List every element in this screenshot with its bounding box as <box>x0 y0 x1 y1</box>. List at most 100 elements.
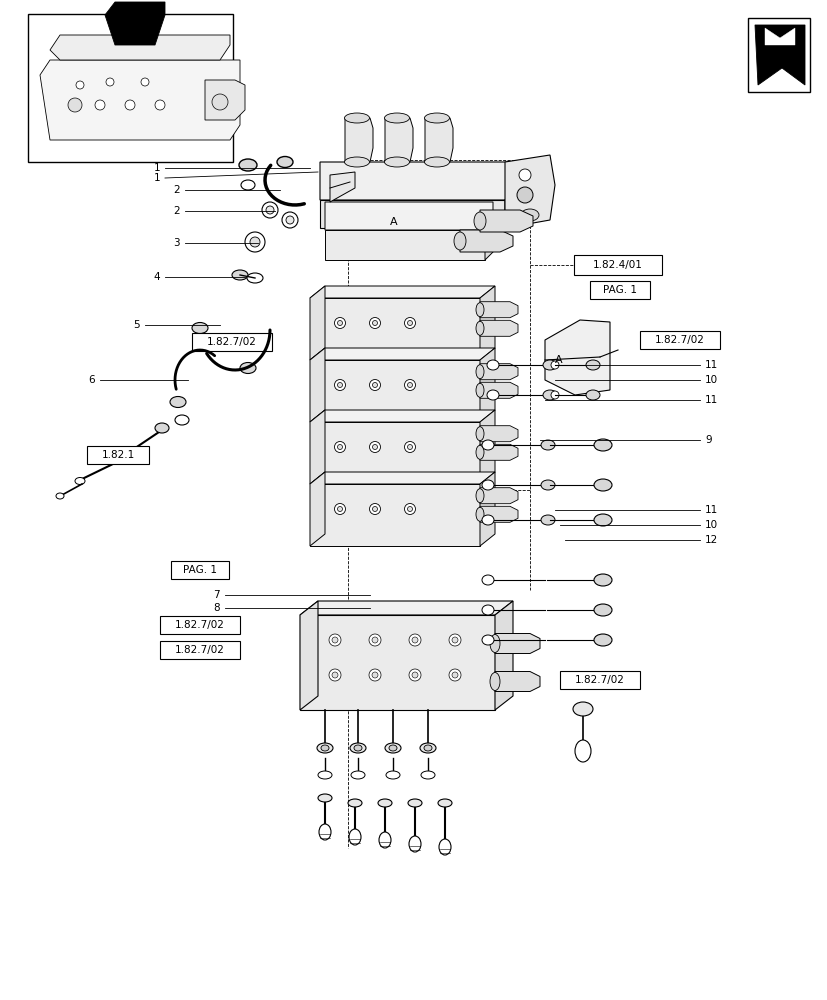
Ellipse shape <box>404 379 415 390</box>
Ellipse shape <box>476 321 484 335</box>
Text: 11: 11 <box>704 505 717 515</box>
Polygon shape <box>40 60 240 140</box>
Polygon shape <box>309 298 480 360</box>
Ellipse shape <box>350 743 366 753</box>
Polygon shape <box>309 484 480 546</box>
Ellipse shape <box>75 478 85 485</box>
Ellipse shape <box>412 672 418 678</box>
Text: 1: 1 <box>153 163 160 173</box>
Ellipse shape <box>404 504 415 514</box>
Ellipse shape <box>490 634 500 652</box>
Ellipse shape <box>424 113 449 123</box>
Ellipse shape <box>481 440 494 450</box>
Text: A: A <box>390 217 397 227</box>
Ellipse shape <box>404 442 415 452</box>
Text: 1.82.7/02: 1.82.7/02 <box>654 335 704 345</box>
Ellipse shape <box>265 206 274 214</box>
Polygon shape <box>480 210 533 232</box>
Polygon shape <box>345 118 372 162</box>
Ellipse shape <box>423 745 432 751</box>
Text: 9: 9 <box>704 435 710 445</box>
Bar <box>747 18 809 92</box>
Ellipse shape <box>385 743 400 753</box>
Ellipse shape <box>486 390 499 400</box>
Polygon shape <box>299 601 513 615</box>
Ellipse shape <box>407 320 412 326</box>
Bar <box>639 331 719 349</box>
Ellipse shape <box>321 745 328 751</box>
Ellipse shape <box>420 771 434 779</box>
Ellipse shape <box>347 799 361 807</box>
Ellipse shape <box>593 439 611 451</box>
Ellipse shape <box>476 427 484 441</box>
Ellipse shape <box>371 672 378 678</box>
Ellipse shape <box>56 493 64 499</box>
Ellipse shape <box>389 745 396 751</box>
Polygon shape <box>480 320 518 336</box>
Bar <box>87 446 149 464</box>
Text: 3: 3 <box>173 238 179 248</box>
Ellipse shape <box>543 360 557 370</box>
Ellipse shape <box>476 303 484 317</box>
Ellipse shape <box>232 270 248 280</box>
Polygon shape <box>309 410 495 422</box>
Ellipse shape <box>334 318 345 328</box>
Text: 1.82.4/01: 1.82.4/01 <box>592 260 642 270</box>
Ellipse shape <box>261 202 278 218</box>
Ellipse shape <box>452 637 457 643</box>
Ellipse shape <box>317 743 332 753</box>
Polygon shape <box>495 601 513 710</box>
Polygon shape <box>480 364 518 380</box>
Ellipse shape <box>407 382 412 387</box>
Circle shape <box>68 98 82 112</box>
Ellipse shape <box>285 216 294 224</box>
Ellipse shape <box>385 771 399 779</box>
Ellipse shape <box>424 157 449 167</box>
Ellipse shape <box>481 635 494 645</box>
Ellipse shape <box>239 159 256 171</box>
Ellipse shape <box>371 637 378 643</box>
Text: 1.82.1: 1.82.1 <box>101 450 135 460</box>
Polygon shape <box>309 422 480 484</box>
Polygon shape <box>325 202 492 230</box>
Ellipse shape <box>372 320 377 326</box>
Ellipse shape <box>550 391 558 399</box>
Bar <box>171 561 229 579</box>
Ellipse shape <box>369 669 380 681</box>
Ellipse shape <box>448 634 461 646</box>
Ellipse shape <box>369 634 380 646</box>
Text: PAG. 1: PAG. 1 <box>183 565 217 575</box>
Polygon shape <box>309 472 495 484</box>
Circle shape <box>125 100 135 110</box>
Ellipse shape <box>481 480 494 490</box>
Ellipse shape <box>337 444 342 450</box>
Ellipse shape <box>351 771 365 779</box>
Ellipse shape <box>572 702 592 716</box>
Ellipse shape <box>334 504 345 514</box>
Bar <box>160 616 240 634</box>
Polygon shape <box>480 488 518 504</box>
Polygon shape <box>480 472 495 546</box>
Polygon shape <box>385 118 413 162</box>
Ellipse shape <box>328 634 341 646</box>
Ellipse shape <box>384 113 409 123</box>
Ellipse shape <box>408 799 422 807</box>
Polygon shape <box>480 410 495 484</box>
Ellipse shape <box>328 669 341 681</box>
Polygon shape <box>480 426 518 442</box>
Circle shape <box>516 187 533 203</box>
Ellipse shape <box>481 575 494 585</box>
Ellipse shape <box>240 362 256 373</box>
Polygon shape <box>50 35 230 60</box>
Ellipse shape <box>593 514 611 526</box>
Polygon shape <box>495 634 539 654</box>
Text: 4: 4 <box>153 272 160 282</box>
Text: PAG. 1: PAG. 1 <box>602 285 636 295</box>
Text: 8: 8 <box>213 603 220 613</box>
Text: 11: 11 <box>704 360 717 370</box>
Polygon shape <box>205 80 245 120</box>
Text: 10: 10 <box>704 520 717 530</box>
Text: 1.82.7/02: 1.82.7/02 <box>174 620 225 630</box>
Bar <box>160 641 240 659</box>
Ellipse shape <box>550 361 558 369</box>
